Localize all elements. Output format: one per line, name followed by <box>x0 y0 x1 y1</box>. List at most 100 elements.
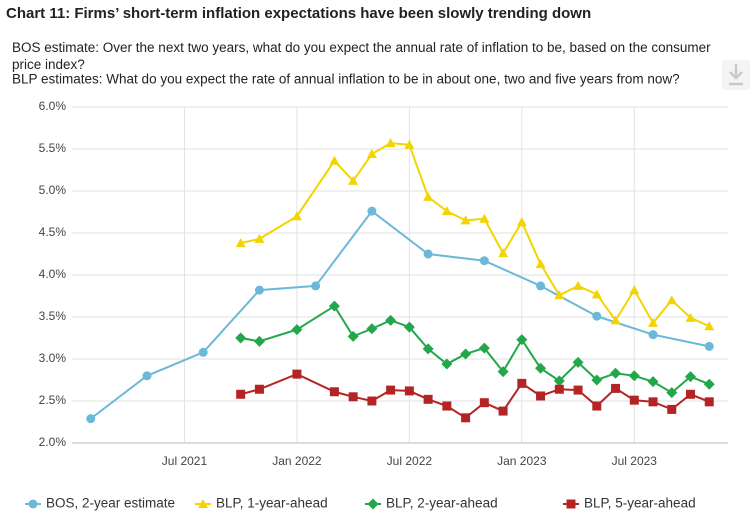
marker <box>479 213 490 223</box>
marker <box>328 300 340 312</box>
y-tick-label: 6.0% <box>39 99 67 113</box>
marker <box>366 149 377 159</box>
marker <box>554 384 564 394</box>
marker <box>478 342 490 354</box>
marker <box>610 315 621 325</box>
marker <box>536 281 546 291</box>
marker <box>460 215 471 225</box>
marker <box>386 385 396 395</box>
y-tick-label: 3.5% <box>39 309 67 323</box>
marker <box>479 256 489 266</box>
y-tick-label: 5.5% <box>39 141 67 155</box>
marker <box>367 396 377 406</box>
marker <box>610 367 622 379</box>
marker <box>442 401 452 411</box>
x-tick-label: Jan 2023 <box>497 454 547 468</box>
legend-label: BLP, 5-year-ahead <box>584 496 696 511</box>
x-tick-label: Jan 2022 <box>272 454 322 468</box>
marker <box>479 398 489 408</box>
marker <box>516 334 528 346</box>
marker <box>498 406 508 416</box>
marker <box>704 397 714 407</box>
download-icon[interactable] <box>722 60 750 90</box>
marker <box>516 217 527 227</box>
marker <box>366 323 378 335</box>
marker <box>254 285 264 295</box>
marker <box>460 348 472 360</box>
marker <box>517 378 527 388</box>
marker <box>367 498 379 510</box>
marker <box>704 341 714 351</box>
marker <box>554 290 565 300</box>
marker <box>441 206 452 216</box>
marker <box>592 311 602 321</box>
marker <box>254 384 264 394</box>
y-tick-label: 4.0% <box>39 267 67 281</box>
marker <box>461 413 471 423</box>
y-tick-label: 3.0% <box>39 351 67 365</box>
marker <box>347 330 359 342</box>
marker <box>142 371 152 381</box>
series-line <box>90 209 710 420</box>
marker <box>591 374 603 386</box>
marker <box>648 397 658 407</box>
marker <box>348 175 359 185</box>
marker <box>291 211 302 221</box>
marker <box>536 391 546 401</box>
marker <box>254 233 265 243</box>
y-tick-label: 5.0% <box>39 183 67 197</box>
marker <box>385 138 396 148</box>
marker <box>423 394 433 404</box>
marker <box>367 206 377 216</box>
marker <box>28 499 38 509</box>
marker <box>703 378 715 390</box>
marker <box>423 191 434 201</box>
marker <box>648 330 658 340</box>
x-tick-label: Jul 2022 <box>387 454 433 468</box>
marker <box>535 362 547 374</box>
marker <box>235 238 246 248</box>
marker <box>348 392 358 402</box>
marker <box>422 343 434 355</box>
legend-label: BLP, 1-year-ahead <box>216 496 328 511</box>
marker <box>647 376 659 388</box>
marker <box>535 259 546 269</box>
marker <box>592 401 602 411</box>
marker <box>253 335 265 347</box>
marker <box>86 414 96 424</box>
marker <box>236 389 246 399</box>
marker <box>291 324 303 336</box>
marker <box>553 375 565 387</box>
marker <box>629 395 639 405</box>
marker <box>666 387 678 399</box>
marker <box>573 385 583 395</box>
marker <box>704 321 715 331</box>
x-tick-label: Jul 2021 <box>162 454 208 468</box>
x-tick-label: Jul 2023 <box>612 454 658 468</box>
y-tick-label: 2.5% <box>39 393 67 407</box>
chart-title: Chart 11: Firms’ short-term inflation ex… <box>6 5 591 22</box>
y-tick-label: 4.5% <box>39 225 67 239</box>
marker <box>292 369 302 379</box>
marker <box>404 139 415 149</box>
subtitle: BOS estimate: Over the next two years, w… <box>12 40 711 72</box>
marker <box>648 317 659 327</box>
marker <box>498 248 509 258</box>
marker <box>566 499 576 509</box>
legend-label: BOS, 2-year estimate <box>46 496 175 511</box>
series-line <box>240 142 710 328</box>
marker <box>685 371 697 383</box>
y-tick-label: 2.0% <box>39 435 67 449</box>
series-line <box>240 304 710 394</box>
marker <box>404 386 414 396</box>
marker <box>572 356 584 368</box>
subtitle: BLP estimates: What do you expect the ra… <box>12 72 680 87</box>
marker <box>611 383 621 393</box>
marker <box>329 155 340 165</box>
marker <box>666 295 677 305</box>
marker <box>198 499 208 508</box>
marker <box>686 389 696 399</box>
marker <box>497 366 509 378</box>
series-line <box>240 373 710 420</box>
marker <box>573 280 584 290</box>
